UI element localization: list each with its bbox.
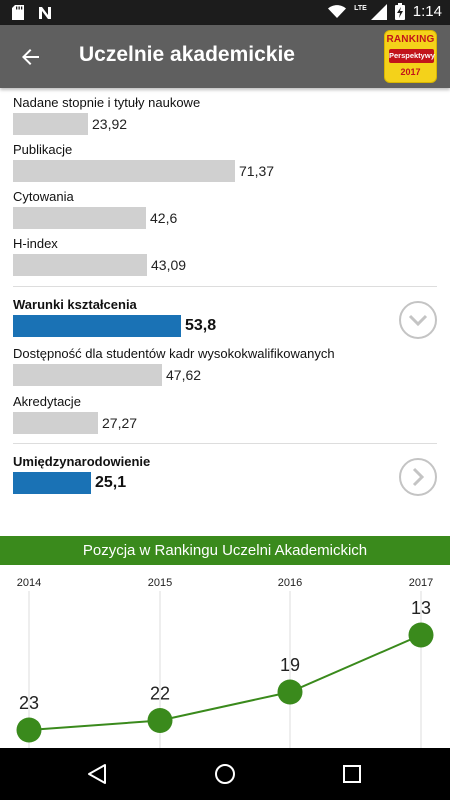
- recents-nav-button[interactable]: [342, 764, 362, 784]
- metric-h-index: H-index 43,09: [13, 236, 186, 276]
- metric-label: Cytowania: [13, 189, 74, 204]
- home-nav-button[interactable]: [214, 763, 236, 785]
- metric-bar: [13, 364, 162, 386]
- ranking-badge-logo: RANKING Perspektywy 2017: [384, 30, 437, 83]
- ranking-section-title: Pozycja w Rankingu Uczelni Akademickich: [0, 536, 450, 565]
- back-button[interactable]: [12, 39, 48, 75]
- category-bar: [13, 315, 181, 337]
- data-point: [277, 679, 303, 705]
- navigation-bar: [0, 748, 450, 800]
- data-label: 23: [19, 693, 39, 713]
- divider: [13, 286, 437, 287]
- metric-bar: [13, 113, 88, 135]
- page-title: Uczelnie akademickie: [79, 43, 295, 66]
- data-point: [147, 708, 173, 733]
- sd-card-icon: [12, 5, 24, 20]
- expand-teaching-button[interactable]: [399, 301, 437, 339]
- category-internationalization: Umiędzynarodowienie 25,1: [13, 454, 150, 494]
- signal-icon: [370, 3, 387, 20]
- metric-accreditation: Akredytacje 27,27: [13, 394, 137, 434]
- wifi-icon: [328, 5, 347, 18]
- series-line: [28, 634, 422, 731]
- category-value: 53,8: [185, 317, 217, 334]
- status-bar: LTE 1:14: [0, 0, 450, 25]
- chevron-down-icon: [408, 314, 428, 327]
- data-label: 22: [150, 684, 170, 704]
- metric-degrees: Nadane stopnie i tytuły naukowe 23,92: [13, 95, 200, 135]
- data-label: 19: [280, 655, 300, 675]
- x-tick-label: 2015: [148, 577, 172, 589]
- metric-value: 71,37: [239, 163, 275, 179]
- metric-value: 47,62: [166, 367, 202, 383]
- x-tick-label: 2014: [17, 577, 41, 589]
- category-bar: [13, 472, 91, 494]
- data-point: [408, 622, 434, 648]
- back-nav-button[interactable]: [86, 763, 108, 785]
- metric-label: Publikacje: [13, 142, 73, 157]
- n-notification-icon: [39, 6, 51, 19]
- metric-bar: [13, 412, 98, 434]
- metric-value: 42,6: [150, 210, 178, 226]
- metric-value: 23,92: [92, 116, 128, 132]
- category-teaching-conditions: Warunki kształcenia 53,8: [13, 297, 216, 337]
- clock: 1:14: [412, 3, 442, 20]
- data-label: 13: [411, 598, 431, 618]
- metric-label: Nadane stopnie i tytuły naukowe: [13, 95, 201, 110]
- divider: [13, 443, 437, 444]
- metric-label: Akredytacje: [13, 394, 81, 409]
- badge-line3: 2017: [400, 67, 421, 77]
- category-label: Warunki kształcenia: [13, 297, 137, 312]
- metric-bar: [13, 160, 235, 182]
- battery-charging-icon: [394, 3, 405, 20]
- badge-line2: Perspektywy: [389, 49, 435, 63]
- metric-label: H-index: [13, 236, 58, 251]
- metric-value: 27,27: [102, 415, 138, 431]
- metric-publications: Publikacje 71,37: [13, 142, 274, 182]
- data-point: [16, 717, 42, 743]
- x-tick-label: 2017: [409, 577, 433, 589]
- metric-bar: [13, 254, 147, 276]
- metric-bar: [13, 207, 146, 229]
- metric-value: 43,09: [151, 257, 187, 273]
- category-value: 25,1: [95, 474, 127, 491]
- metric-citations: Cytowania 42,6: [13, 189, 177, 229]
- category-label: Umiędzynarodowienie: [13, 454, 151, 469]
- app-bar: Uczelnie akademickie RANKING Perspektywy…: [0, 25, 450, 88]
- x-tick-label: 2016: [278, 577, 302, 589]
- metric-qualified-staff: Dostępność dla studentów kadr wysokokwal…: [13, 346, 335, 386]
- arrow-back-icon: [22, 49, 39, 65]
- network-type: LTE: [354, 5, 367, 12]
- open-internationalization-button[interactable]: [399, 458, 437, 496]
- metric-label: Dostępność dla studentów kadr wysokokwal…: [13, 346, 335, 361]
- ranking-position-chart: 2014 2015 2016 2017 23 22 19 13: [16, 577, 434, 748]
- badge-line1: RANKING: [386, 34, 435, 45]
- chevron-right-icon: [412, 467, 425, 487]
